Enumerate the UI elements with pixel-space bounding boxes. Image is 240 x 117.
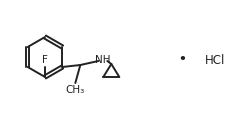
Text: NH: NH: [95, 55, 110, 65]
Text: •: •: [178, 53, 186, 66]
Text: F: F: [42, 55, 48, 65]
Text: CH₃: CH₃: [66, 85, 85, 95]
Text: HCl: HCl: [205, 53, 225, 66]
